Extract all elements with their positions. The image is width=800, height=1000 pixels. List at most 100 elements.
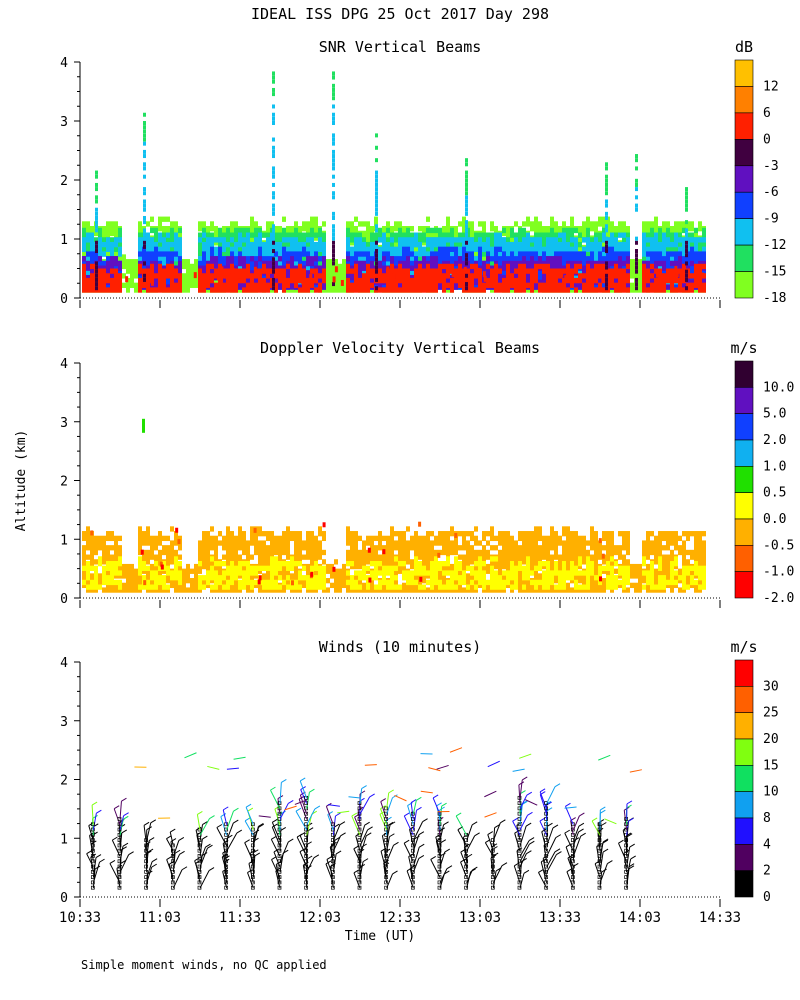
data-cell	[454, 260, 458, 267]
data-cell	[362, 265, 366, 271]
data-cell	[314, 221, 318, 227]
data-cell	[130, 263, 134, 270]
data-cell	[446, 273, 450, 279]
data-cell	[470, 263, 474, 270]
data-cell	[198, 241, 202, 248]
data-cell	[374, 232, 378, 238]
data-cell	[138, 232, 142, 238]
data-cell	[382, 273, 386, 279]
data-cell	[366, 277, 370, 284]
data-cell	[510, 270, 514, 276]
data-cell	[286, 226, 290, 232]
data-cell	[266, 279, 270, 286]
data-cell	[514, 277, 518, 284]
data-cell	[86, 274, 90, 281]
data-cell	[310, 268, 314, 274]
data-cell	[162, 226, 166, 232]
data-cell	[406, 287, 410, 293]
data-cell	[206, 241, 210, 248]
data-cell	[110, 237, 114, 243]
data-cell	[242, 227, 246, 234]
data-cell	[314, 284, 318, 290]
data-cell	[114, 237, 118, 243]
data-cell	[146, 251, 150, 257]
data-cell	[462, 273, 466, 279]
data-cell	[482, 265, 486, 271]
data-cell	[470, 270, 474, 276]
data-cell	[186, 287, 190, 293]
data-cell	[422, 251, 426, 257]
data-cell	[222, 241, 226, 248]
data-cell	[386, 246, 390, 252]
data-cell	[286, 282, 290, 288]
data-cell	[470, 287, 474, 293]
data-cell	[198, 282, 202, 288]
data-cell	[102, 251, 106, 257]
data-cell	[202, 251, 206, 257]
data-cell	[434, 227, 438, 234]
data-cell	[506, 268, 510, 274]
data-cell	[546, 246, 550, 252]
data-cell	[154, 251, 158, 257]
data-cell	[402, 256, 406, 262]
data-cell	[542, 226, 546, 232]
data-cell	[370, 279, 374, 286]
data-cell	[146, 221, 150, 227]
data-cell	[86, 282, 90, 288]
data-cell	[98, 260, 102, 267]
data-cell	[222, 268, 226, 274]
data-cell	[446, 260, 450, 267]
data-cell	[266, 260, 270, 267]
data-cell	[482, 282, 486, 288]
data-cell	[194, 277, 198, 284]
data-cell	[90, 282, 94, 288]
data-cell	[178, 241, 182, 248]
data-cell	[346, 287, 350, 293]
data-cell	[538, 270, 542, 276]
data-cell	[482, 241, 486, 248]
data-cell	[198, 268, 202, 274]
data-cell	[426, 241, 430, 248]
data-cell	[266, 268, 270, 274]
data-cell	[462, 287, 466, 293]
data-cell	[338, 282, 342, 288]
data-cell	[322, 287, 326, 293]
data-cell	[154, 227, 158, 234]
data-cell	[330, 273, 334, 279]
data-cell	[146, 232, 150, 238]
data-cell	[418, 268, 422, 274]
data-cell	[202, 227, 206, 234]
data-cell	[402, 226, 406, 232]
data-cell	[526, 282, 530, 288]
colorbar-cell	[734, 86, 754, 114]
data-cell	[254, 279, 258, 286]
data-cell	[278, 226, 282, 232]
data-cell	[166, 279, 170, 286]
data-cell	[382, 256, 386, 262]
data-cell	[294, 232, 298, 238]
data-cell	[250, 232, 254, 238]
data-cell	[198, 256, 202, 262]
data-cell	[494, 251, 498, 257]
colorbar-label: 0	[763, 132, 771, 147]
data-cell	[174, 226, 178, 232]
data-cell	[130, 259, 134, 265]
data-cell	[238, 232, 242, 238]
data-cell	[278, 273, 282, 279]
data-cell	[434, 237, 438, 243]
data-cell	[166, 273, 170, 279]
data-cell	[386, 273, 390, 279]
data-cell	[150, 256, 154, 262]
data-cell	[418, 260, 422, 267]
data-cell	[350, 256, 354, 262]
data-cell	[438, 263, 442, 270]
data-cell	[498, 237, 502, 243]
data-cell	[122, 273, 126, 279]
data-cell	[454, 265, 458, 271]
data-cell	[470, 230, 474, 237]
data-cell	[478, 277, 482, 284]
data-cell	[362, 251, 366, 257]
data-cell	[522, 287, 526, 293]
data-cell	[142, 251, 146, 257]
data-cell	[234, 246, 238, 252]
